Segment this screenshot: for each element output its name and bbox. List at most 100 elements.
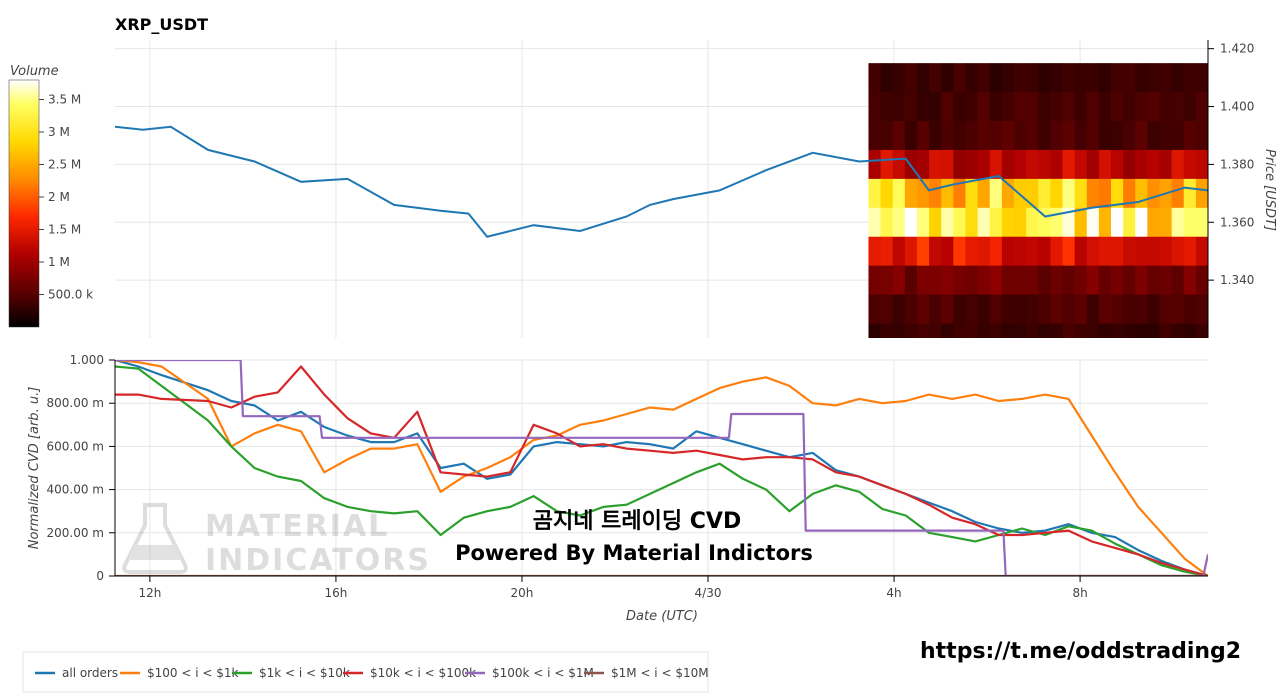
heatmap-cell xyxy=(1159,323,1173,338)
heatmap-cell xyxy=(929,149,942,180)
watermark-logo: MATERIAL INDICATORS xyxy=(122,503,429,578)
heatmap-cell xyxy=(941,121,954,151)
x-axis-ticks: 12h 16h 20h 4/30 4h 8h xyxy=(138,576,1088,600)
heatmap-cell xyxy=(1123,121,1136,151)
heatmap-cell xyxy=(868,92,882,122)
heatmap-cell xyxy=(1013,323,1027,338)
volume-heatmap xyxy=(868,63,1208,338)
heatmap-cell xyxy=(1183,236,1197,267)
price-axis-label: Price [USDT] xyxy=(1262,149,1277,231)
heatmap-cell xyxy=(1135,236,1148,267)
heatmap-cell xyxy=(868,265,882,296)
heatmap-cell xyxy=(1195,121,1208,151)
heatmap-cell xyxy=(892,178,906,209)
heatmap-cell xyxy=(1123,294,1136,325)
heatmap-cell xyxy=(916,207,930,238)
heatmap-cell xyxy=(916,323,930,338)
heatmap-cell xyxy=(953,121,967,151)
heatmap-cell xyxy=(1001,323,1015,338)
heatmap-cell xyxy=(1074,294,1088,325)
heatmap-cell xyxy=(1026,323,1039,338)
heatmap-cell xyxy=(1110,294,1124,325)
price-axis-ticks: 1.340 1.360 1.380 1.400 1.420 xyxy=(1208,42,1254,287)
heatmap-cell xyxy=(1026,236,1039,267)
heatmap-cell xyxy=(1086,92,1100,122)
heatmap-cell xyxy=(1183,207,1197,238)
heatmap-cell xyxy=(941,236,954,267)
heatmap-cell xyxy=(1062,63,1076,93)
heatmap-cell xyxy=(1195,265,1208,296)
heatmap-cell xyxy=(929,63,942,93)
heatmap-cell xyxy=(1026,149,1039,180)
cvd-tick-label: 200.00 m xyxy=(47,526,105,540)
heatmap-cell xyxy=(1026,265,1039,296)
heatmap-cell xyxy=(1086,149,1100,180)
heatmap-cell xyxy=(1159,63,1173,93)
heatmap-cell xyxy=(904,236,918,267)
heatmap-cell xyxy=(1147,121,1161,151)
cvd-axis-ticks: 0 200.00 m 400.00 m 600.00 m 800.00 m 1.000 xyxy=(47,353,115,583)
heatmap-cell xyxy=(1159,294,1173,325)
price-gridlines xyxy=(115,40,1208,338)
heatmap-cell xyxy=(953,92,967,122)
overlay-title: 곰지네 트레이딩 CVD xyxy=(533,509,741,534)
heatmap-cell xyxy=(1110,121,1124,151)
heatmap-cell xyxy=(929,92,942,122)
heatmap-cell xyxy=(1086,265,1100,296)
heatmap-cell xyxy=(892,92,906,122)
heatmap-cell xyxy=(1159,207,1173,238)
heatmap-cell xyxy=(1062,265,1076,296)
heatmap-cell xyxy=(953,265,967,296)
heatmap-cell xyxy=(868,323,882,338)
heatmap-cell xyxy=(953,236,967,267)
price-tick-label: 1.420 xyxy=(1220,42,1254,56)
heatmap-cell xyxy=(892,121,906,151)
heatmap-cell xyxy=(1195,149,1208,180)
heatmap-cell xyxy=(1001,63,1015,93)
heatmap-cell xyxy=(1074,121,1088,151)
heatmap-cell xyxy=(880,294,894,325)
heatmap-cell xyxy=(965,92,979,122)
heatmap-cell xyxy=(1074,236,1088,267)
heatmap-cell xyxy=(904,265,918,296)
heatmap-cell xyxy=(1159,149,1173,180)
heatmap-cell xyxy=(1026,207,1039,238)
cvd-tick-label: 400.00 m xyxy=(47,483,105,497)
x-tick-label: 4h xyxy=(886,586,901,600)
heatmap-cell xyxy=(1195,294,1208,325)
x-tick-label: 8h xyxy=(1072,586,1087,600)
heatmap-cell xyxy=(1135,323,1148,338)
heatmap-cell xyxy=(1001,294,1015,325)
heatmap-cell xyxy=(868,294,882,325)
heatmap-cell xyxy=(1062,207,1076,238)
heatmap-cell xyxy=(1098,323,1112,338)
heatmap-cell xyxy=(916,236,930,267)
heatmap-cell xyxy=(868,121,882,151)
heatmap-cell xyxy=(1123,265,1136,296)
heatmap-cell xyxy=(904,121,918,151)
heatmap-cell xyxy=(1026,92,1039,122)
heatmap-cell xyxy=(965,178,979,209)
heatmap-cell xyxy=(1195,63,1208,93)
heatmap-cell xyxy=(965,323,979,338)
heatmap-cell xyxy=(892,149,906,180)
price-tick-label: 1.400 xyxy=(1220,100,1254,114)
heatmap-cell xyxy=(1062,92,1076,122)
heatmap-cell xyxy=(977,63,991,93)
heatmap-cell xyxy=(929,294,942,325)
heatmap-cell xyxy=(1135,149,1148,180)
heatmap-cell xyxy=(1098,178,1112,209)
heatmap-cell xyxy=(880,63,894,93)
heatmap-cell xyxy=(1159,236,1173,267)
heatmap-cell xyxy=(1038,294,1051,325)
heatmap-cell xyxy=(868,236,882,267)
heatmap-cell xyxy=(1110,207,1124,238)
heatmap-cell xyxy=(1195,207,1208,238)
cvd-tick-label: 1.000 xyxy=(70,353,104,367)
telegram-link[interactable]: https://t.me/oddstrading2 xyxy=(920,639,1241,664)
heatmap-cell xyxy=(989,149,1003,180)
heatmap-cell xyxy=(1195,178,1208,209)
heatmap-cell xyxy=(989,236,1003,267)
heatmap-cell xyxy=(1123,149,1136,180)
heatmap-cell xyxy=(1135,265,1148,296)
